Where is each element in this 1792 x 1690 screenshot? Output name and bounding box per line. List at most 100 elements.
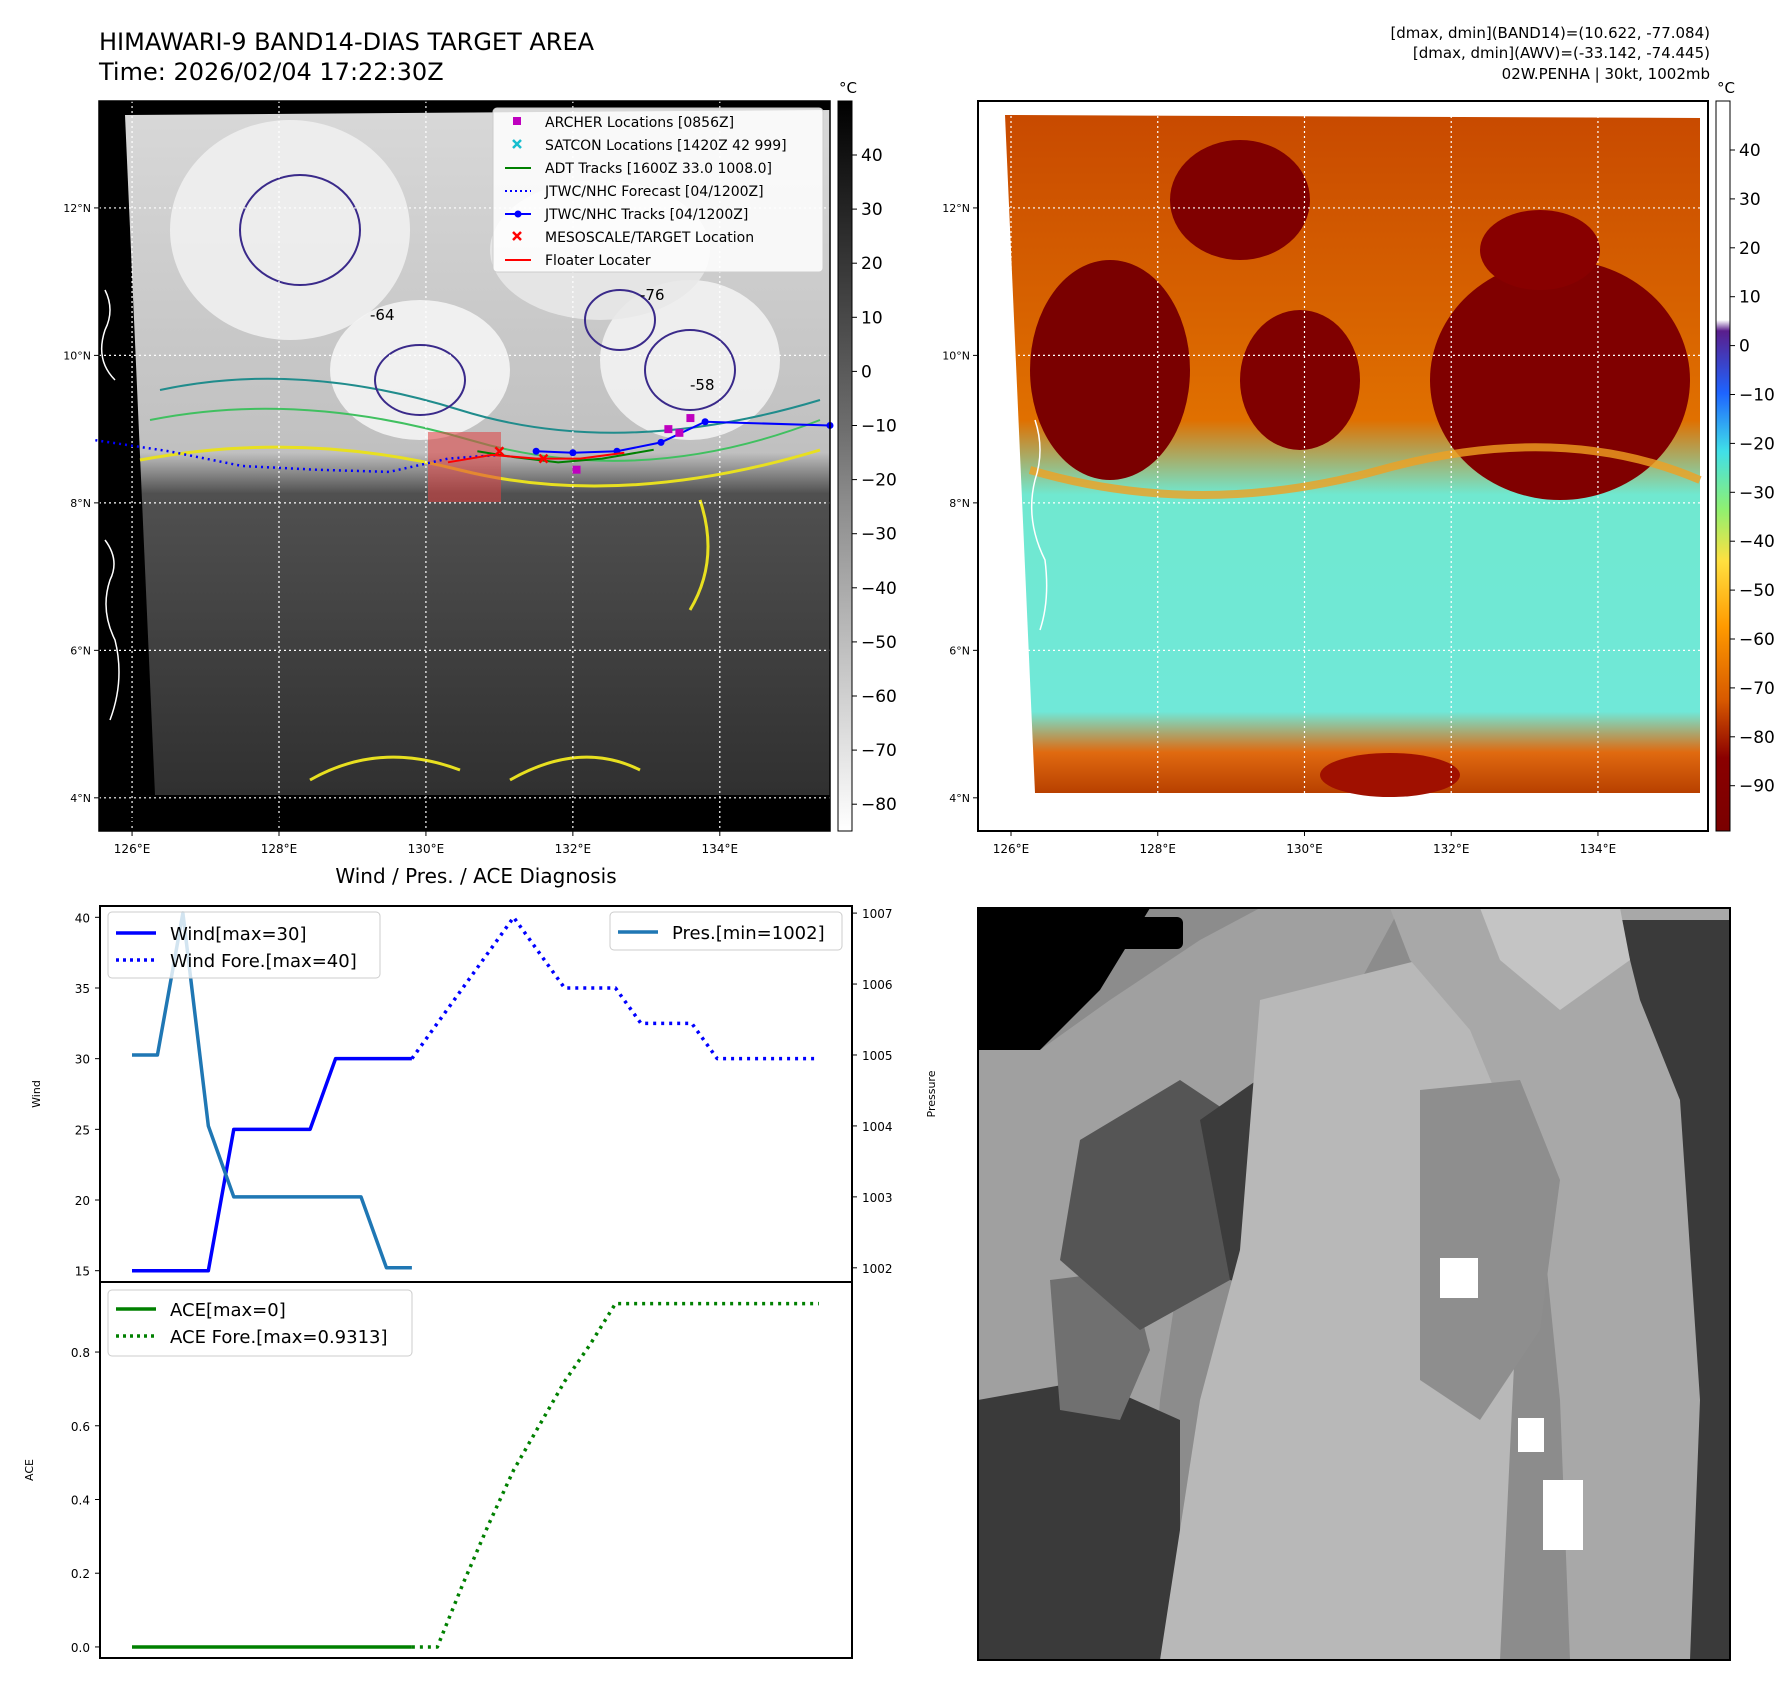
wmg-warm-cell [1543, 1480, 1583, 1550]
cloud-mass [600, 280, 780, 440]
moisture-dry-area [1430, 260, 1690, 500]
wmg-cell-region [1620, 920, 1730, 1660]
floater-track [447, 451, 625, 464]
lat-tick-label: 8°N [949, 497, 970, 510]
band14-stat: [dmax, dmin](BAND14)=(10.622, -77.084) [1390, 24, 1710, 42]
lat-tick-label: 12°N [942, 202, 970, 215]
colorbar-tick-label: −60 [861, 687, 897, 707]
colorbar-tick-label: −30 [861, 525, 897, 545]
lon-tick-label: 134°E [702, 842, 739, 856]
legend-label-wind-forecast: Wind Fore.[max=40] [170, 951, 357, 972]
moisture-dry-area [1030, 260, 1190, 480]
lat-tick-label: 6°N [949, 644, 970, 657]
awv-map: 126°E 128°E 130°E 132°E 134°E 12°N 10°N 8°N 6°N 4… [942, 79, 1775, 856]
colorbar-tick-label: −10 [861, 417, 897, 437]
map-axis-ticks: 126°E 128°E 130°E 132°E 134°E 12°N 10°N 8°N 6°N 4… [63, 202, 738, 856]
contour-line [374, 344, 466, 416]
colorbar-tick-label: −60 [1739, 630, 1775, 650]
lon-tick-label: 126°E [114, 842, 151, 856]
wmg-cell-region [978, 1380, 1180, 1660]
colorbar-unit: °C [839, 79, 857, 97]
ace-legend: ACE[max=0] ACE Fore.[max=0.9313] [107, 1289, 413, 1357]
storm-info: 02W.PENHA | 30kt, 1002mb [1502, 65, 1710, 83]
coastline [100, 289, 116, 381]
map-gridlines [99, 101, 830, 831]
contour-line [644, 329, 736, 411]
wind-legend: Wind[max=30] Wind Fore.[max=40] [107, 911, 381, 979]
legend-label-pressure: Pres.[min=1002] [672, 923, 825, 944]
band14-map: -64 -76 -58 Copyright © 2020-2026 Dapiya… [63, 79, 897, 856]
colorbar-tick-label: 0 [861, 362, 872, 382]
colorbar-tick-label: 20 [861, 254, 883, 274]
best-track [536, 420, 831, 454]
legend-label: MESOSCALE/TARGET Location [545, 230, 754, 246]
archer-point [675, 428, 684, 437]
storm-tracks [95, 414, 834, 474]
wind-tick-label: 35 [75, 982, 90, 996]
wmg-cell-region [1480, 908, 1630, 1010]
legend-label-ace-forecast: ACE Fore.[max=0.9313] [170, 1327, 388, 1348]
wind-tick-label: 40 [75, 911, 90, 925]
colorbar-scale [837, 100, 853, 832]
legend-label: JTWC/NHC Forecast [04/1200Z] [544, 184, 764, 200]
moisture-dry-area [1240, 310, 1360, 450]
contour-label: -58 [690, 376, 715, 394]
wind-tick-label: 30 [75, 1053, 90, 1067]
band14-colorbar: °C 40 30 20 10 0 −10 −20 −30 −40 −50 −60 −70 −80 [837, 79, 897, 832]
lat-tick-label: 4°N [949, 792, 970, 805]
colorbar-tick-label: 20 [1739, 239, 1761, 259]
colorbar-tick-label: −70 [1739, 679, 1775, 699]
wind-pressure-chart: Wind / Pres. / ACE Diagnosis 40 35 30 25 20 1… [30, 864, 938, 1283]
pressure-tick-label: 1006 [862, 978, 893, 992]
best-track-point [657, 438, 665, 446]
legend-label: JTWC/NHC Tracks [04/1200Z] [544, 207, 748, 223]
floater-box [428, 432, 501, 502]
series-line-0 [132, 1056, 412, 1273]
colorbar-tick-label: −50 [861, 633, 897, 653]
legend-marker [512, 231, 522, 241]
lon-tick-label: 130°E [1286, 842, 1323, 856]
chart-title: Wind / Pres. / ACE Diagnosis [335, 864, 616, 888]
contour-label: -76 [640, 286, 665, 304]
colorbar-tick-label: 10 [861, 308, 883, 328]
contour-line [584, 289, 656, 351]
cloud-mass [170, 120, 410, 340]
pressure-tick-label: 1005 [862, 1049, 893, 1063]
contour-line [688, 499, 710, 611]
lat-tick-label: 10°N [63, 349, 91, 362]
wmg-panel: WMG Count: 30 [977, 907, 1731, 1661]
colorbar-tick-label: −80 [861, 795, 897, 815]
archer-point [572, 465, 581, 474]
pressure-ylabel: Pressure [925, 1070, 938, 1117]
legend-box [107, 911, 381, 979]
wind-ylabel: Wind [30, 1080, 43, 1108]
colorbar-tick-label: −90 [1739, 777, 1775, 797]
colorbar-tick-label: 30 [861, 200, 883, 220]
wmg-warm-cell [1518, 1418, 1544, 1452]
awv-colorbar: °C 40 30 20 10 0 −10 −20 −30 −40 −50 −60 −70 −80 −90 [1715, 79, 1775, 832]
best-track-point [701, 418, 709, 426]
lon-tick-label: 132°E [555, 842, 592, 856]
wmg-count-label: WMG Count: 30 [997, 921, 1172, 945]
moisture-dry-area [1320, 753, 1460, 797]
coastline [104, 539, 120, 721]
colorbar-tick-label: −40 [861, 579, 897, 599]
legend-box [492, 107, 824, 273]
colorbar-unit: °C [1717, 79, 1735, 97]
lon-tick-label: 128°E [261, 842, 298, 856]
wind-tick-label: 25 [75, 1123, 90, 1137]
contour-line [159, 377, 821, 434]
archer-point [686, 414, 695, 423]
colorbar-tick-label: −80 [1739, 728, 1775, 748]
legend-label: SATCON Locations [1420Z 42 999] [545, 138, 787, 154]
legend-label: Floater Locater [545, 253, 651, 269]
legend-marker [513, 117, 521, 125]
ace-chart: 0.8 0.6 0.4 0.2 0.0 ACE ACE[max=0] ACE Fore.… [23, 1281, 853, 1659]
wind-tick-label: 20 [75, 1194, 90, 1208]
legend-label-ace: ACE[max=0] [170, 1300, 286, 1321]
legend-box [609, 911, 843, 951]
lon-tick-label: 132°E [1433, 842, 1470, 856]
wmg-cell-region [1060, 1080, 1240, 1330]
target-marker [538, 453, 549, 464]
wmg-cell-region [1390, 908, 1730, 1660]
